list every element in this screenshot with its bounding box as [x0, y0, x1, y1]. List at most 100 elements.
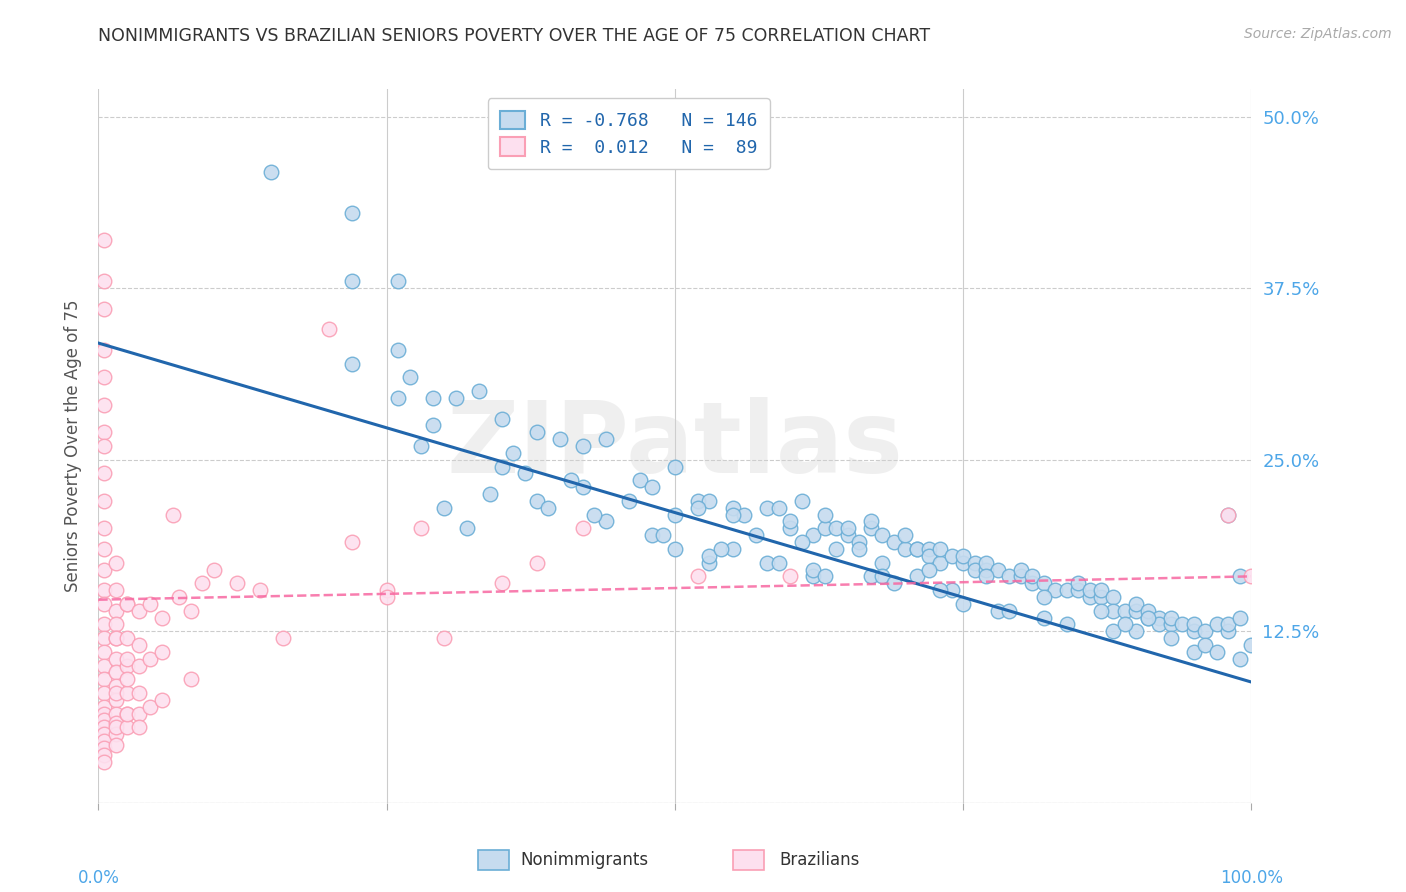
Text: Brazilians: Brazilians: [779, 851, 860, 869]
Point: [917, 549, 939, 563]
Point: [433, 631, 456, 645]
Point: [93, 562, 115, 576]
Point: [117, 706, 139, 721]
Point: [859, 521, 882, 535]
Point: [491, 576, 513, 591]
Point: [837, 521, 859, 535]
Point: [825, 541, 848, 556]
Point: [974, 562, 997, 576]
Point: [340, 357, 363, 371]
Point: [93, 343, 115, 357]
Point: [104, 727, 127, 741]
Point: [628, 473, 651, 487]
Point: [848, 541, 870, 556]
Point: [1182, 645, 1205, 659]
Point: [872, 569, 894, 583]
Point: [93, 274, 115, 288]
Point: [93, 541, 115, 556]
Point: [128, 658, 150, 673]
Point: [883, 535, 905, 549]
Point: [340, 274, 363, 288]
Point: [340, 205, 363, 219]
Point: [104, 651, 127, 665]
Point: [93, 706, 115, 721]
Point: [162, 508, 184, 522]
Point: [167, 590, 190, 604]
Point: [1032, 610, 1054, 624]
Y-axis label: Seniors Poverty Over the Age of 75: Seniors Poverty Over the Age of 75: [65, 300, 83, 592]
Point: [93, 631, 115, 645]
Point: [526, 494, 548, 508]
Point: [641, 528, 664, 542]
Point: [93, 370, 115, 384]
Point: [104, 583, 127, 598]
Point: [617, 494, 640, 508]
Point: [422, 418, 444, 433]
Point: [104, 679, 127, 693]
Point: [468, 384, 491, 398]
Point: [93, 720, 115, 734]
Point: [641, 480, 664, 494]
Point: [433, 500, 456, 515]
Point: [917, 541, 939, 556]
Point: [859, 515, 882, 529]
Point: [526, 425, 548, 440]
Point: [1125, 604, 1147, 618]
Point: [93, 597, 115, 611]
Point: [387, 343, 409, 357]
Point: [837, 528, 859, 542]
Point: [93, 439, 115, 453]
Point: [104, 720, 127, 734]
Point: [779, 521, 801, 535]
Point: [139, 597, 162, 611]
Point: [790, 535, 813, 549]
Point: [1182, 624, 1205, 639]
Text: NONIMMIGRANTS VS BRAZILIAN SENIORS POVERTY OVER THE AGE OF 75 CORRELATION CHART: NONIMMIGRANTS VS BRAZILIAN SENIORS POVER…: [98, 27, 931, 45]
Point: [1160, 631, 1182, 645]
Point: [150, 693, 173, 707]
Point: [117, 706, 139, 721]
Point: [1147, 610, 1170, 624]
Point: [859, 569, 882, 583]
Point: [848, 535, 870, 549]
Point: [883, 576, 905, 591]
Point: [150, 645, 173, 659]
Point: [128, 604, 150, 618]
Point: [128, 706, 150, 721]
Point: [411, 439, 433, 453]
Point: [941, 549, 963, 563]
Point: [225, 576, 247, 591]
Point: [117, 673, 139, 687]
Point: [814, 569, 837, 583]
Point: [974, 556, 997, 570]
Point: [104, 706, 127, 721]
Point: [699, 494, 721, 508]
Point: [150, 610, 173, 624]
Point: [1229, 610, 1251, 624]
Point: [905, 541, 928, 556]
Point: [117, 658, 139, 673]
Point: [710, 541, 733, 556]
Point: [1067, 583, 1090, 598]
Point: [491, 411, 513, 425]
Point: [513, 467, 536, 481]
Point: [104, 556, 127, 570]
Point: [917, 562, 939, 576]
Point: [93, 617, 115, 632]
Point: [872, 528, 894, 542]
Point: [905, 541, 928, 556]
Point: [191, 576, 214, 591]
Point: [93, 467, 115, 481]
Point: [93, 755, 115, 769]
Point: [664, 459, 686, 474]
Point: [502, 446, 524, 460]
Point: [952, 549, 974, 563]
Point: [93, 747, 115, 762]
Point: [1056, 617, 1078, 632]
Point: [411, 521, 433, 535]
Point: [117, 631, 139, 645]
Point: [117, 597, 139, 611]
Point: [375, 583, 398, 598]
Point: [963, 562, 986, 576]
Point: [93, 727, 115, 741]
